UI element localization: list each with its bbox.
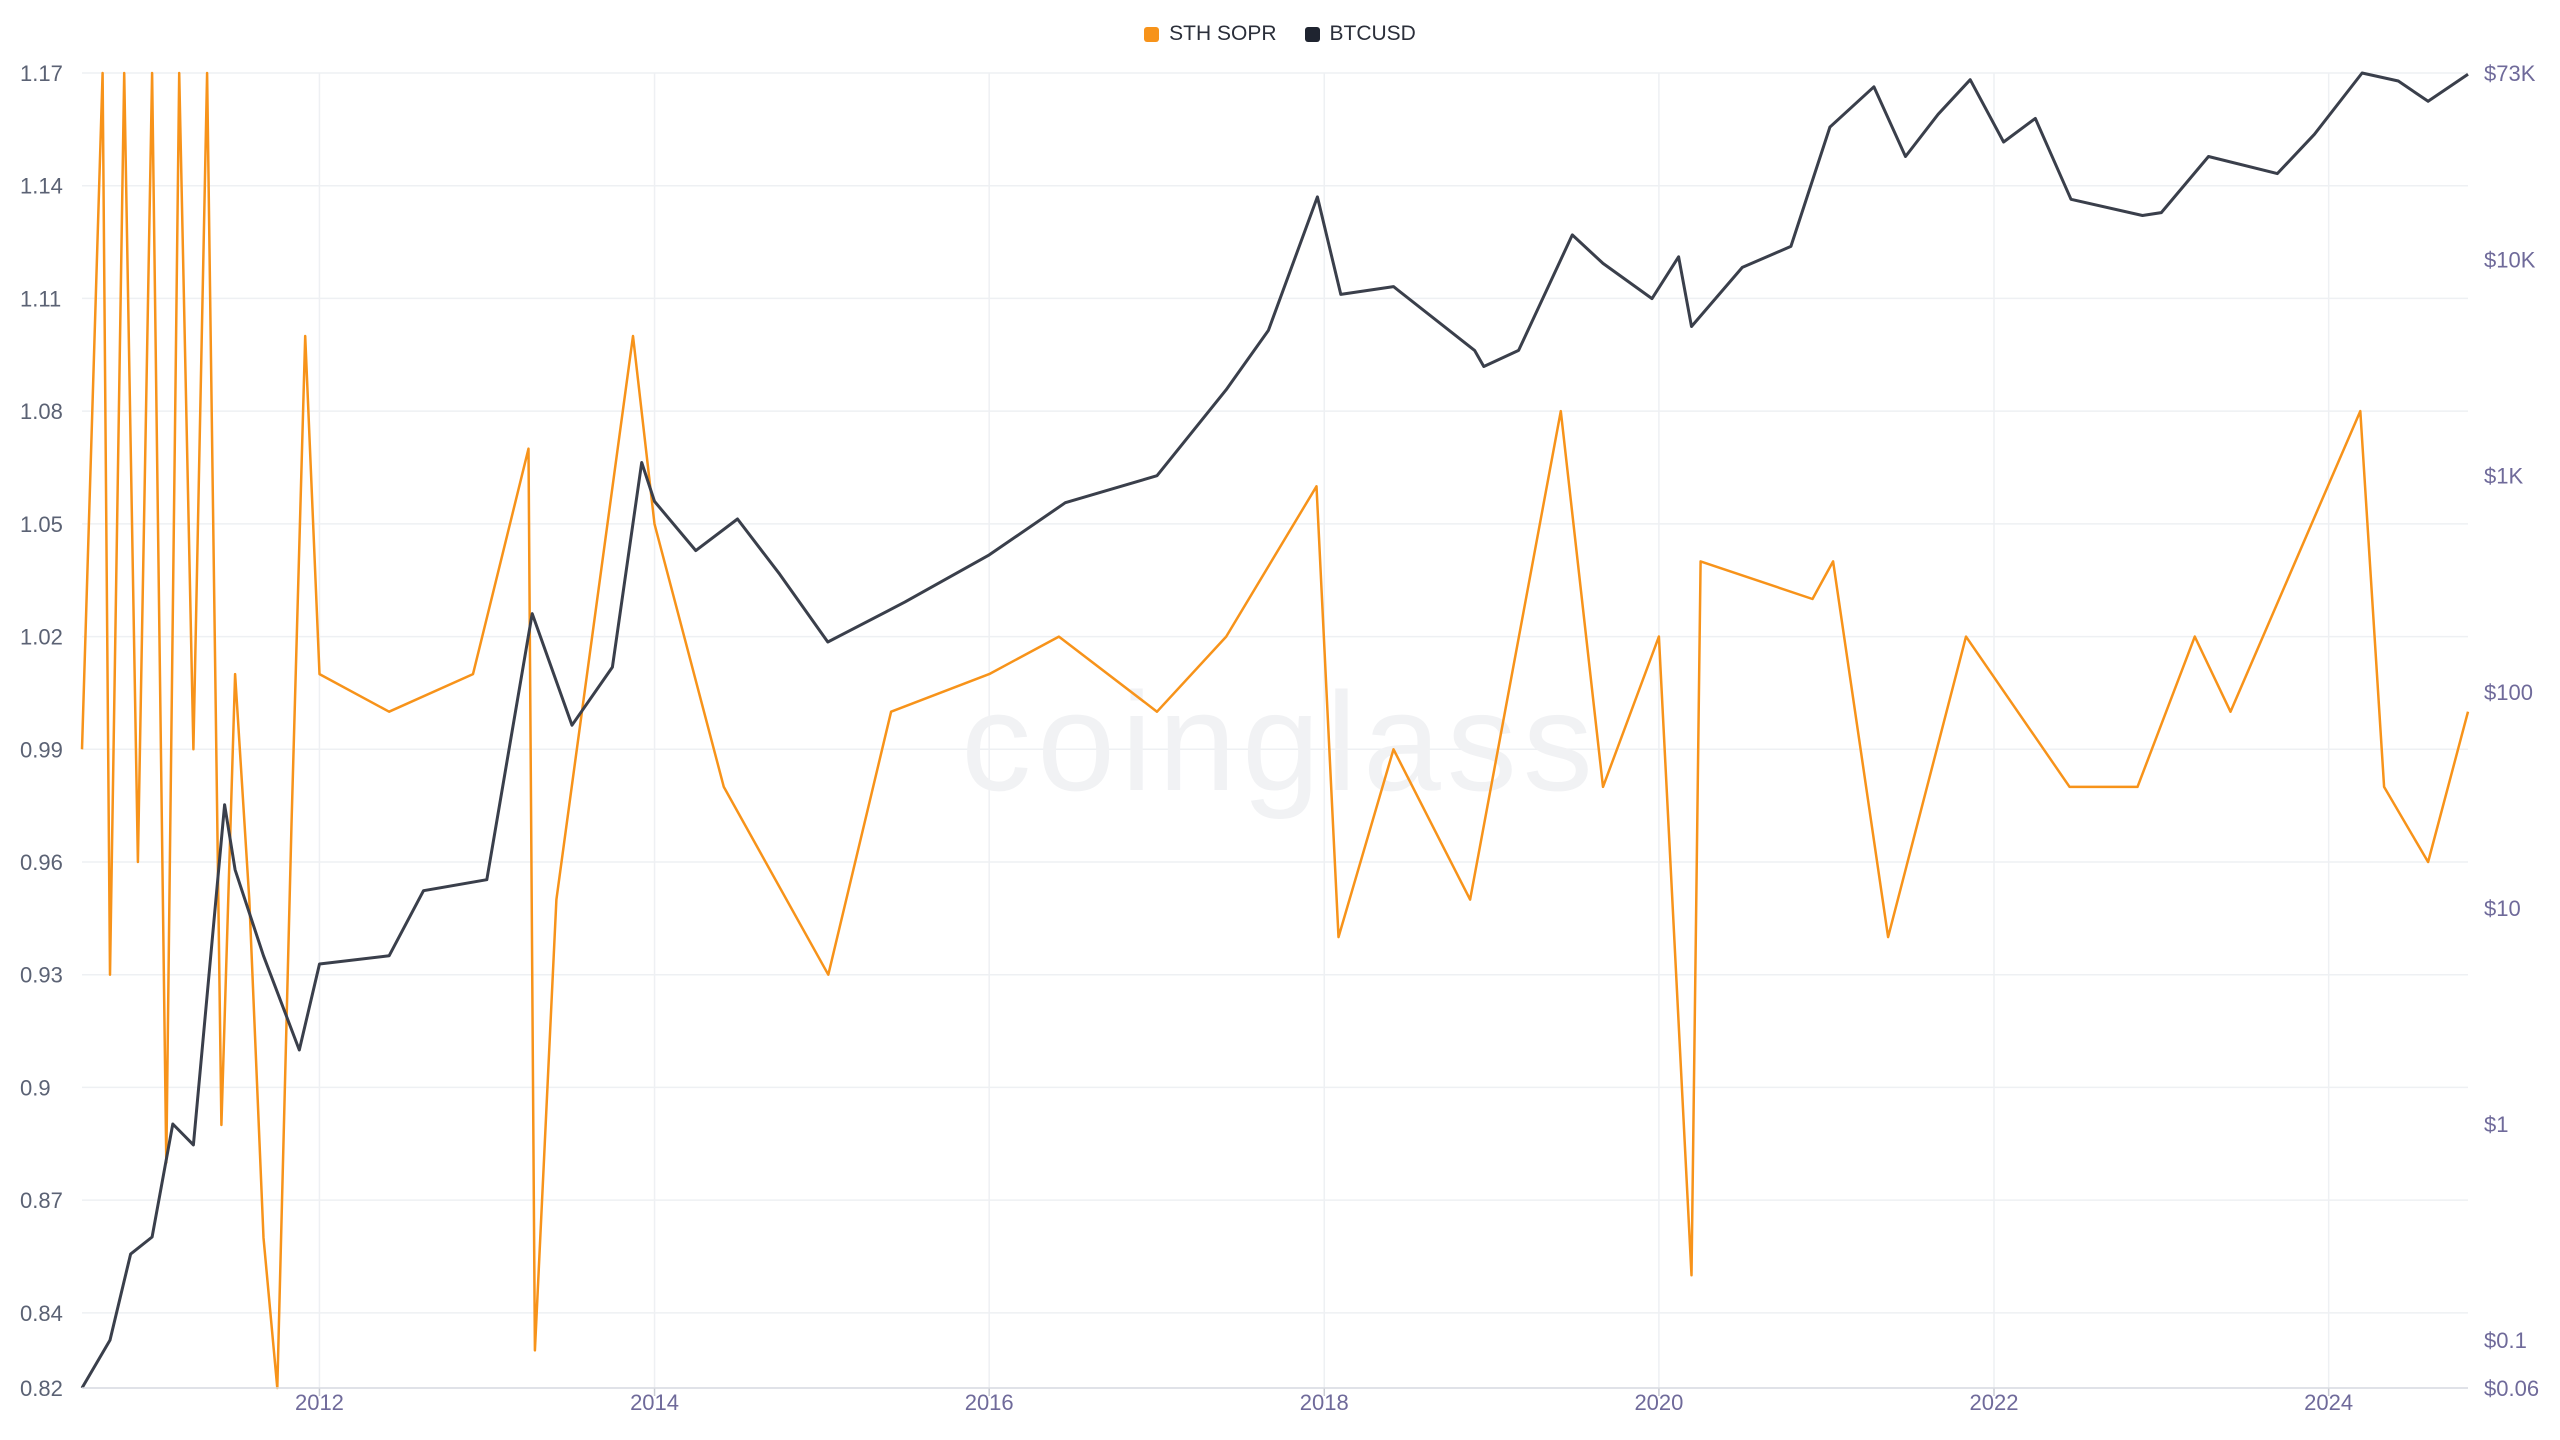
y-right-tick-label: $1K (2484, 464, 2523, 489)
y-right-tick-label: $73K (2484, 61, 2536, 86)
y-left-tick-label: 0.93 (20, 963, 63, 988)
legend-item-btcusd[interactable]: BTCUSD (1304, 22, 1416, 46)
watermark: coinglass (961, 663, 1599, 820)
y-right-tick-label: $1 (2484, 1112, 2508, 1137)
y-left-tick-label: 0.87 (20, 1188, 63, 1213)
y-left-tick-label: 1.17 (20, 61, 63, 86)
legend-label-sth-sopr: STH SOPR (1169, 22, 1277, 45)
y-right-tick-label: $100 (2484, 680, 2533, 705)
y-right-tick-label: $0.1 (2484, 1328, 2527, 1353)
x-tick-label: 2014 (630, 1390, 679, 1415)
legend-swatch-sth-sopr (1144, 26, 1160, 42)
series-layer (80, 71, 2470, 1390)
y-right-tick-label: $10 (2484, 896, 2521, 921)
legend-swatch-btcusd (1304, 26, 1320, 42)
grid-layer (82, 72, 2468, 1389)
y-left-tick-label: 0.9 (20, 1075, 51, 1100)
y-left-tick-label: 0.99 (20, 737, 63, 762)
x-tick-label: 2012 (295, 1390, 344, 1415)
legend-label-btcusd: BTCUSD (1329, 22, 1416, 45)
x-tick-label: 2018 (1300, 1390, 1349, 1415)
legend-item-sth-sopr[interactable]: STH SOPR (1144, 22, 1277, 46)
y-left-tick-label: 1.05 (20, 512, 63, 537)
y-right-tick-label: $10K (2484, 248, 2536, 273)
y-left-tick-label: 1.02 (20, 625, 63, 650)
legend: STH SOPR BTCUSD (0, 22, 2560, 46)
x-tick-label: 2024 (2304, 1390, 2353, 1415)
axis-layer: 0.82 0.84 0.87 0.9 0.93 0.96 0.99 1.02 1.05 1.08 1… (20, 61, 2539, 1415)
y-left-tick-label: 1.11 (20, 286, 61, 311)
y-left-tick-label: 1.14 (20, 174, 63, 199)
x-tick-label: 2022 (1970, 1390, 2019, 1415)
y-left-tick-label: 0.96 (20, 850, 63, 875)
y-left-tick-label: 0.82 (20, 1376, 63, 1401)
x-tick-label: 2020 (1634, 1390, 1683, 1415)
y-left-tick-label: 1.08 (20, 399, 63, 424)
y-left-tick-label: 0.84 (20, 1301, 63, 1326)
y-right-tick-label: $0.06 (2484, 1376, 2539, 1401)
x-tick-label: 2016 (965, 1390, 1014, 1415)
